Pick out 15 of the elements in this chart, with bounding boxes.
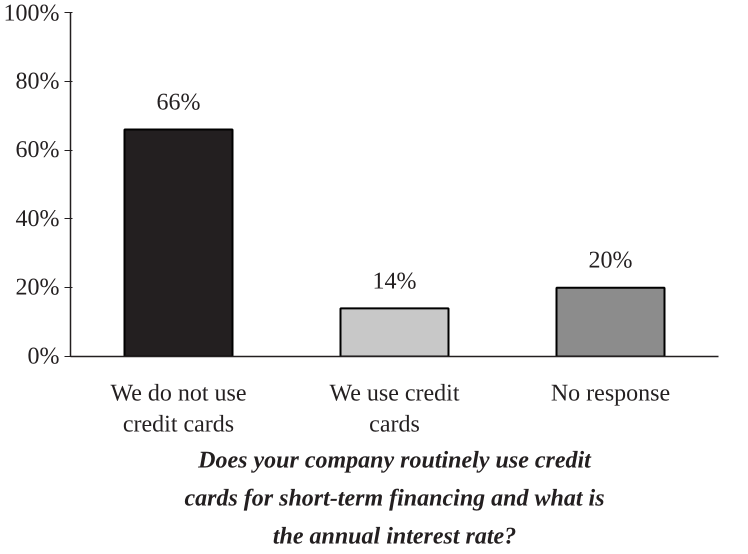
x-tick-label: No response bbox=[550, 380, 670, 406]
bar bbox=[556, 286, 666, 356]
y-tick-label: 40% bbox=[16, 206, 60, 232]
y-tick-label: 0% bbox=[28, 344, 60, 370]
data-label: 20% bbox=[588, 248, 633, 274]
y-tick-label: 100% bbox=[4, 0, 60, 26]
y-tick-label: 60% bbox=[16, 137, 60, 164]
data-label: 14% bbox=[372, 268, 417, 294]
text: Does your company routinely use credit cards for short-term financing and what is the annual interest rate? bbox=[184, 448, 605, 550]
x-tick-label: We use credit cards bbox=[329, 380, 460, 438]
y-tick-label: 80% bbox=[16, 68, 60, 94]
data-label: 66% bbox=[156, 89, 201, 116]
y-tick-label: 20% bbox=[16, 274, 60, 301]
x-tick-label: We do not use credit cards bbox=[110, 380, 247, 438]
bar bbox=[340, 307, 450, 356]
